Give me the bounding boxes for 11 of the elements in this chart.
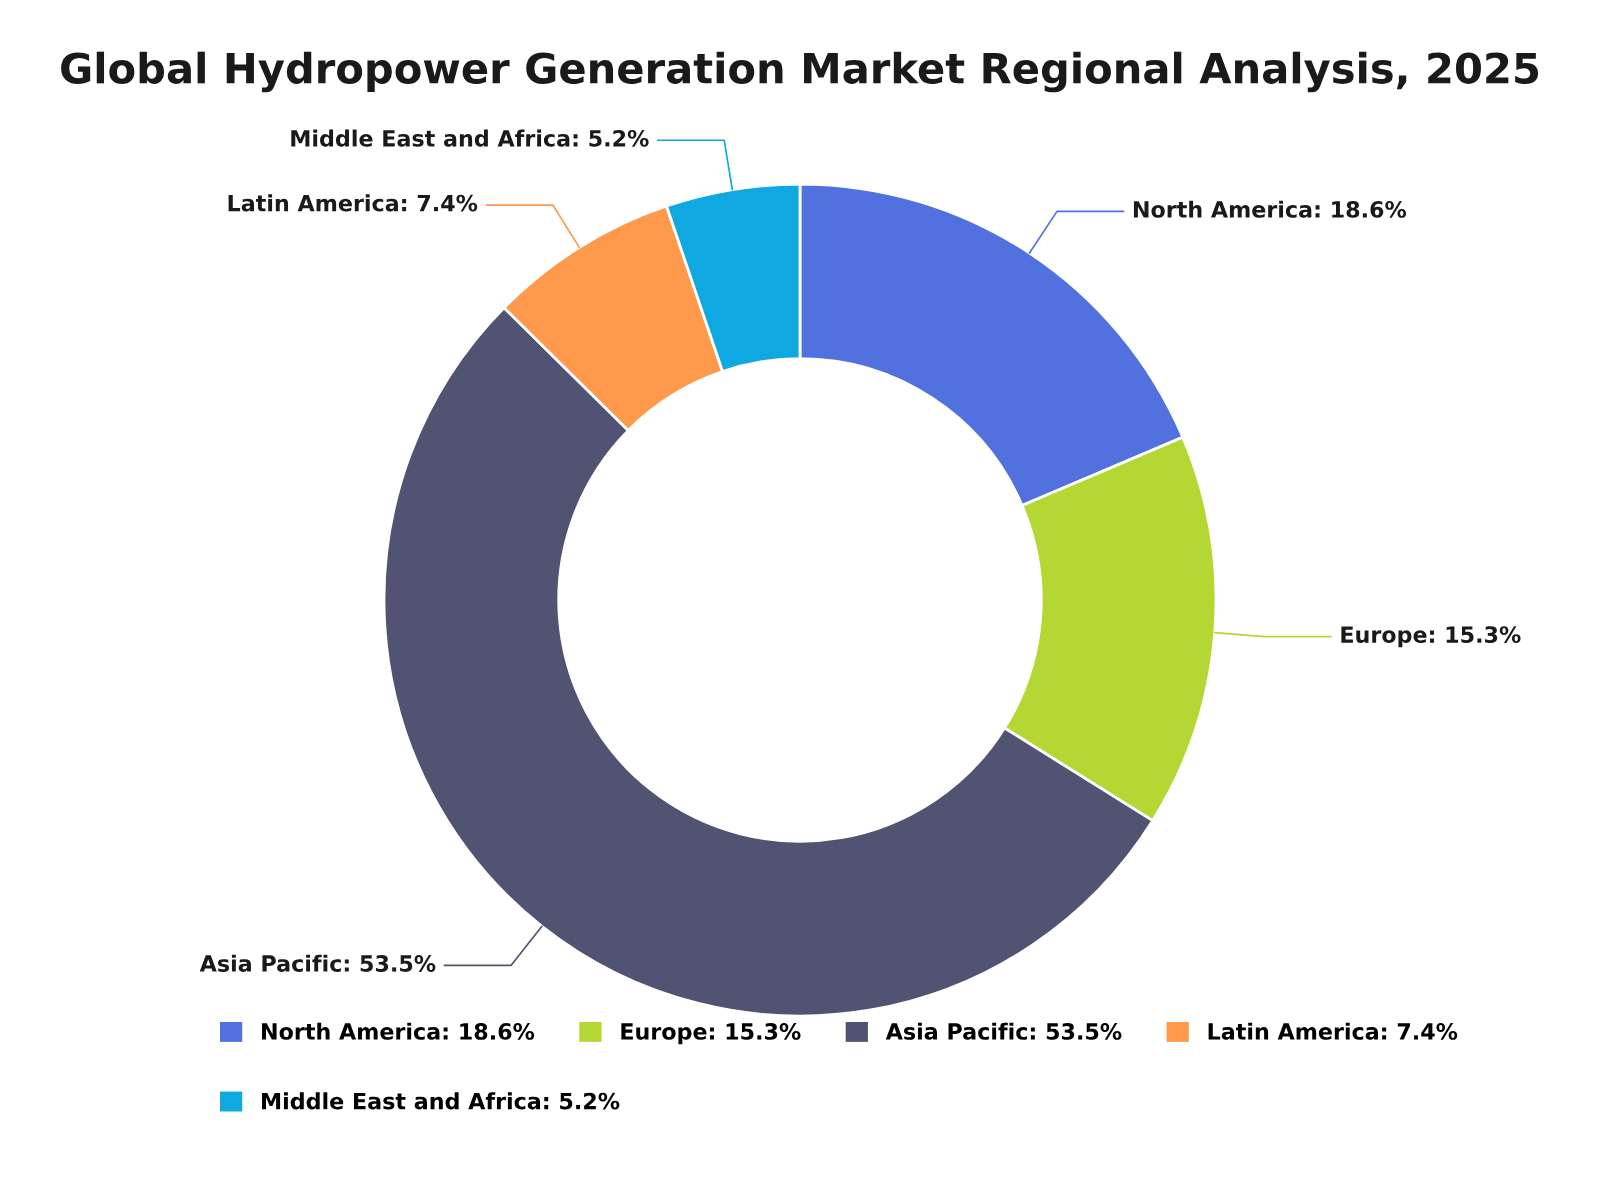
legend-label: Middle East and Africa: 5.2% <box>262 1092 620 1110</box>
slice-label: Latin America: 7.4% <box>228 194 478 212</box>
slice-label: Europe: 15.3% <box>1341 626 1521 648</box>
legend-label: Latin America: 7.4% <box>1208 1022 1458 1040</box>
legend-label: North America: 18.6% <box>262 1022 535 1040</box>
slice-label: Middle East and Africa: 5.2% <box>291 129 649 147</box>
slice-label: North America: 18.6% <box>1133 200 1407 218</box>
legend-label: Europe: 15.3% <box>621 1023 801 1045</box>
chart-title: Global Hydropower Generation Market Regional Analysis, 2025 <box>61 51 1539 93</box>
slice-label: Asia Pacific: 53.5% <box>199 954 436 972</box>
legend-label: Asia Pacific: 53.5% <box>885 1022 1122 1040</box>
